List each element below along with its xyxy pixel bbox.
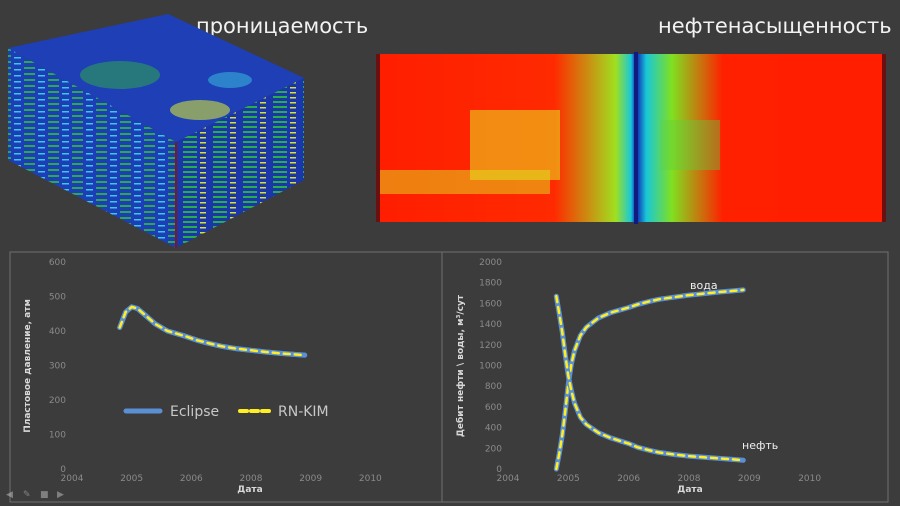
y-tick-label: 0: [496, 465, 502, 475]
y-tick-label: 0: [60, 465, 66, 475]
grid-side-face: [176, 78, 304, 248]
y-tick-label: 1000: [479, 362, 502, 372]
series-line-eclipse: [553, 293, 746, 463]
y-tick-label: 1400: [479, 320, 502, 330]
saturation-band: [660, 120, 720, 170]
arrow-right-icon[interactable]: ▶: [57, 490, 64, 500]
x-tick-label: 2005: [120, 474, 143, 484]
x-tick-label: 2010: [359, 474, 382, 484]
pressure-legend: Eclipse RN-KIM: [123, 404, 329, 420]
y-tick-label: 400: [49, 327, 66, 337]
x-tick-label: 2006: [180, 474, 203, 484]
slide-toolbar: ◀ ✎ ■ ▶: [6, 491, 68, 500]
series-line-eclipse: [553, 287, 746, 472]
y-tick-label: 100: [49, 431, 66, 441]
x-tick-label: 2004: [61, 474, 84, 484]
y-tick-label: 1200: [479, 341, 502, 351]
legend-label-rnkim: RN-KIM: [278, 404, 329, 420]
rate-y-label: Дебит нефти \ воды, м³/сут: [455, 294, 466, 437]
grid-front-face: [8, 48, 176, 248]
legend-label-eclipse: Eclipse: [170, 404, 219, 420]
saturation-field: [376, 54, 886, 222]
y-tick-label: 1600: [479, 299, 502, 309]
section-edge: [376, 54, 380, 222]
x-tick-label: 2009: [738, 474, 761, 484]
x-tick-label: 2004: [497, 474, 520, 484]
y-tick-label: 800: [485, 382, 502, 392]
permeability-3d-grid: [8, 14, 304, 248]
pressure-x-label: Дата: [237, 485, 262, 495]
grid-top-patch: [208, 72, 252, 88]
y-tick-label: 200: [49, 396, 66, 406]
series-line-rnkim: [555, 288, 745, 471]
pressure-chart-frame: [9, 251, 443, 503]
y-tick-label: 600: [49, 258, 66, 268]
x-tick-label: 2008: [240, 474, 263, 484]
grid-top-patch: [80, 61, 160, 89]
y-tick-label: 200: [485, 444, 502, 454]
permeability-heading: проницаемость: [196, 14, 369, 38]
y-tick-label: 300: [49, 362, 66, 372]
y-tick-label: 2000: [479, 258, 502, 268]
series-line-rnkim: [555, 294, 745, 462]
x-tick-label: 2010: [798, 474, 821, 484]
section-edge: [882, 54, 886, 222]
x-tick-label: 2009: [299, 474, 322, 484]
oil-saturation-section: [376, 52, 886, 224]
saturation-band: [470, 110, 560, 180]
slides-icon[interactable]: ■: [40, 490, 49, 500]
annotation-oil: нефть: [742, 439, 778, 452]
pressure-y-label: Пластовое давление, атм: [23, 299, 33, 433]
y-tick-label: 400: [485, 424, 502, 434]
y-tick-label: 500: [49, 293, 66, 303]
series-line-eclipse: [117, 304, 308, 358]
x-tick-label: 2006: [617, 474, 640, 484]
x-tick-label: 2008: [678, 474, 701, 484]
grid-top-patch: [170, 100, 230, 120]
pressure-chart: Дата Пластовое давление, атм 0 100 200 300 4…: [23, 258, 382, 495]
y-tick-label: 600: [485, 403, 502, 413]
oil-saturation-heading: нефтенасыщенность: [658, 14, 892, 38]
saturation-band: [380, 170, 550, 194]
rate-chart: Дата Дебит нефти \ воды, м³/сут 0 200 400 6…: [455, 258, 821, 495]
rate-x-label: Дата: [677, 485, 702, 495]
rate-chart-frame: [441, 251, 889, 503]
annotation-water: вода: [690, 279, 718, 292]
y-tick-label: 1800: [479, 279, 502, 289]
pen-icon[interactable]: ✎: [23, 490, 31, 500]
arrow-left-icon[interactable]: ◀: [6, 490, 13, 500]
series-line-rnkim: [118, 305, 306, 357]
x-tick-label: 2005: [557, 474, 580, 484]
